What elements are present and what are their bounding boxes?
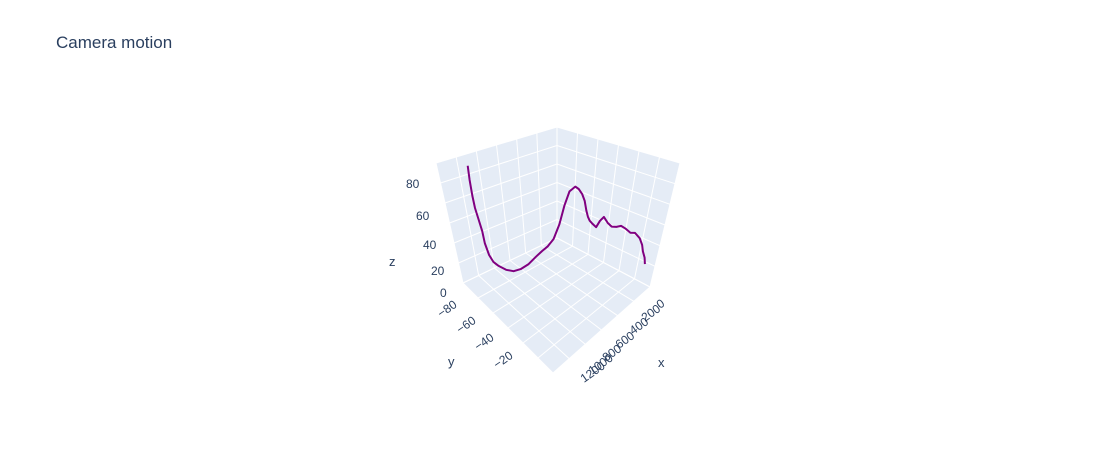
- grid-line: [556, 219, 656, 267]
- grid-line: [552, 286, 651, 374]
- x-axis-title: x: [658, 355, 665, 370]
- z-tick: 60: [416, 209, 430, 223]
- chart-title: Camera motion: [56, 33, 173, 52]
- z-axis-title: z: [389, 254, 396, 269]
- z-tick: 40: [423, 238, 437, 252]
- y-axis-title: y: [448, 354, 455, 369]
- z-tick: 80: [406, 177, 420, 191]
- grid-line: [458, 219, 558, 264]
- y-tick: −20: [491, 348, 516, 371]
- grid-line: [649, 162, 681, 288]
- grid-line: [462, 237, 558, 284]
- grid-lines: [435, 126, 681, 374]
- z-tick: 0: [440, 286, 447, 300]
- camera-path-line[interactable]: [466, 165, 646, 273]
- floor-pane: [463, 238, 650, 373]
- grid-line: [556, 237, 651, 288]
- camera-path-group: [466, 165, 646, 273]
- y-tick: −40: [472, 330, 497, 353]
- scene-3d[interactable]: [435, 126, 681, 374]
- y-tick: −80: [435, 297, 460, 320]
- grid-line: [537, 278, 635, 359]
- z-tick: 20: [431, 264, 445, 278]
- y-tick: −60: [454, 313, 479, 336]
